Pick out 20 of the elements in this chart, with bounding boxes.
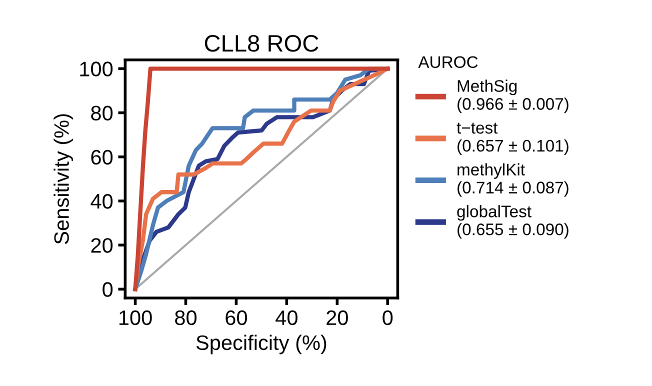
x-tick-label: 40 [276,310,298,326]
x-tick-label: 100 [119,310,152,326]
y-tick-label: 60 [91,150,113,165]
y-tick-label: 20 [91,238,113,253]
y-tick-label: 80 [91,106,113,121]
x-axis-title: Specificity (%) [196,334,326,354]
y-tick-label: 40 [90,194,113,209]
x-tick-label: 20 [326,310,348,326]
y-axis-title: Sensitivity (%) [54,114,74,244]
x-tick-label: 80 [175,310,197,326]
legend-label: t−test (0.657 ± 0.101) [456,122,568,155]
y-tick-label: 100 [80,62,113,76]
y-tick-label: 0 [102,282,113,297]
x-tick-label: 60 [226,310,247,326]
legend-label: globalTest (0.655 ± 0.090) [457,205,568,239]
chart-title: CLL8 ROC [204,35,318,52]
legend-label: methylKit (0.714 ± 0.087) [458,163,568,197]
legend-title: AUROC [418,56,478,68]
legend-label: MethSig (0.966 ± 0.007) [458,80,568,114]
x-tick-label: 0 [382,310,393,326]
